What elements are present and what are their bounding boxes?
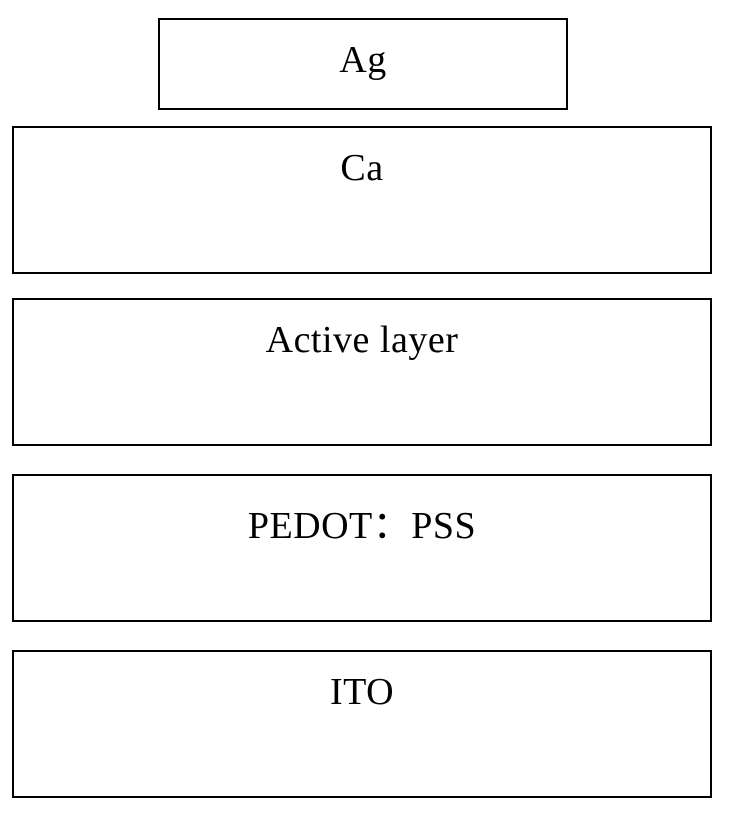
layer-ca: Ca (12, 126, 712, 274)
layer-label-active: Active layer (266, 318, 459, 362)
layer-label-pedot-pss: PEDOT：PSS (248, 494, 476, 549)
layer-stack-diagram: Ag Ca Active layer PEDOT：PSS ITO (0, 0, 736, 831)
layer-label-ag: Ag (339, 38, 386, 82)
layer-ito: ITO (12, 650, 712, 798)
layer-label-ca: Ca (340, 146, 383, 190)
layer-active: Active layer (12, 298, 712, 446)
layer-pedot-pss: PEDOT：PSS (12, 474, 712, 622)
layer-ag: Ag (158, 18, 568, 110)
layer-label-ito: ITO (330, 670, 394, 714)
